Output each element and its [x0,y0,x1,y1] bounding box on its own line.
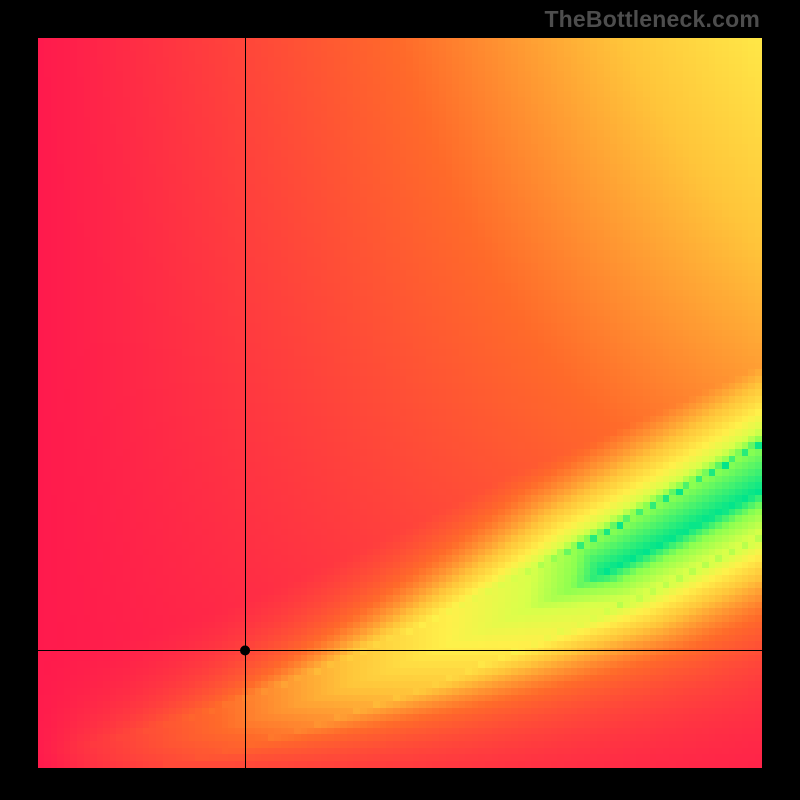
bottleneck-heatmap [38,38,762,768]
watermark-text: TheBottleneck.com [544,6,760,33]
chart-container: { "watermark": { "text": "TheBottleneck.… [0,0,800,800]
